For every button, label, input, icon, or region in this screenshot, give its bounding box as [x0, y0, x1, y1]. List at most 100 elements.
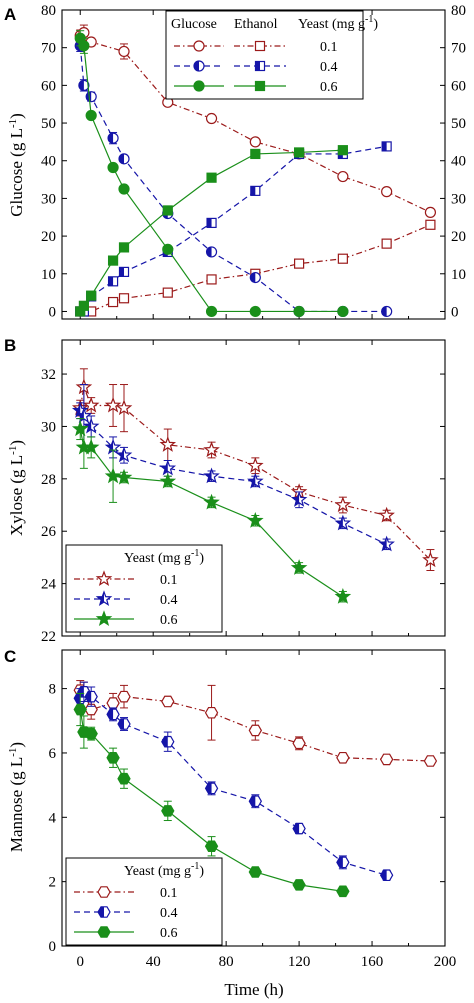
- data-point: [290, 491, 308, 507]
- data-point: [106, 697, 120, 709]
- data-point: [162, 205, 173, 216]
- series-line: [79, 37, 343, 313]
- data-point: [106, 708, 120, 721]
- data-point: [159, 472, 177, 489]
- data-point: [118, 293, 130, 304]
- y-right-tick-label: 40: [451, 154, 466, 170]
- data-point: [248, 724, 263, 737]
- data-point: [117, 690, 131, 703]
- legend-marker: [97, 926, 111, 938]
- data-point: [107, 276, 119, 287]
- legend-marker: [254, 60, 266, 72]
- data-point: [337, 145, 348, 156]
- data-point: [249, 136, 261, 148]
- data-point: [378, 535, 395, 552]
- data-point: [247, 472, 264, 489]
- data-point: [82, 417, 100, 434]
- series-mannose-0-6: [73, 692, 350, 898]
- series-xylose-0-6: [71, 418, 352, 604]
- data-point: [290, 559, 308, 575]
- panel-b-legend-box: [65, 544, 223, 633]
- data-point: [115, 446, 133, 463]
- data-point: [203, 467, 220, 484]
- data-point: [292, 822, 306, 835]
- data-point: [381, 141, 392, 152]
- panel-b-plot: [71, 368, 439, 604]
- data-point: [381, 186, 393, 198]
- data-point: [334, 514, 352, 531]
- data-point: [249, 305, 261, 318]
- legend-marker: [193, 80, 205, 92]
- y-tick-label: 24: [41, 577, 57, 593]
- series-line: [79, 410, 387, 545]
- data-point: [337, 305, 349, 318]
- legend-a-header-ethanol: Ethanol: [234, 17, 278, 32]
- legend-marker: [95, 610, 113, 627]
- panel-c-legend: Yeast (mg g-1) 0.1 0.4 0.6: [65, 857, 223, 946]
- data-point: [334, 496, 352, 513]
- data-point: [203, 441, 220, 458]
- data-point: [292, 879, 306, 891]
- data-point: [294, 258, 305, 269]
- panel-b-legend: Yeast (mg g-1) 0.1 0.4 0.6: [65, 544, 223, 633]
- data-point: [248, 866, 263, 878]
- x-tick-label: 160: [361, 954, 384, 970]
- panel-a-ticks: 0 10 20 30 40 50 60 70 80 0 10 20 30 40 50 60 70 80: [41, 3, 466, 320]
- legend-b-level-01: 0.1: [160, 573, 178, 588]
- y-tick-label: 20: [41, 229, 56, 245]
- data-point: [118, 242, 130, 253]
- data-point: [161, 735, 175, 748]
- y-tick-label: 30: [41, 419, 56, 435]
- y-tick-label: 26: [41, 524, 57, 540]
- data-point: [115, 399, 133, 416]
- y-tick-label: 22: [41, 629, 56, 645]
- legend-marker: [254, 80, 266, 92]
- panel-a-ylabel: Glucose (g L-1): [7, 113, 26, 217]
- legend-c-level-06: 0.6: [160, 926, 178, 941]
- data-point: [159, 459, 177, 476]
- data-point: [118, 153, 130, 165]
- y-right-tick-label: 10: [451, 267, 466, 283]
- data-point: [250, 185, 261, 196]
- y-right-tick-label: 80: [451, 3, 466, 19]
- data-point: [203, 493, 220, 510]
- data-point: [85, 109, 97, 122]
- panel-c-frame: [61, 649, 446, 947]
- x-axis-label: Time (h): [224, 980, 283, 999]
- data-point: [84, 727, 98, 740]
- data-point: [205, 246, 218, 258]
- data-point: [249, 271, 261, 284]
- data-point: [107, 296, 119, 308]
- data-point: [161, 805, 175, 817]
- panel-c: C 0 2 4 6 8 Mannose (g L-1) Yeast (mg g-1) 0…: [4, 647, 446, 955]
- panel-a-legend: Glucose Ethanol Yeast (mg g-1) 0.1 0.4 0…: [165, 10, 378, 100]
- data-point: [107, 161, 119, 174]
- data-point: [424, 206, 437, 218]
- y-right-tick-label: 0: [451, 304, 459, 320]
- data-point: [78, 300, 89, 311]
- data-point: [204, 782, 219, 795]
- data-point: [78, 79, 90, 91]
- legend-b-header-yeast: Yeast (mg g-1): [124, 548, 204, 566]
- legend-marker: [254, 40, 266, 52]
- data-point: [337, 253, 348, 264]
- data-point: [117, 772, 131, 785]
- data-point: [378, 506, 395, 523]
- panel-b-frame: [61, 339, 446, 637]
- data-point: [206, 217, 217, 229]
- y-tick-label: 0: [49, 939, 57, 955]
- series-glucose-0-6: [74, 30, 349, 318]
- series-xylose-0-1: [71, 368, 439, 572]
- data-point: [336, 751, 350, 764]
- data-point: [379, 753, 394, 766]
- y-tick-label: 28: [41, 472, 56, 488]
- legend-marker: [193, 40, 205, 52]
- legend-marker: [95, 570, 113, 587]
- panel-c-label: C: [4, 647, 16, 666]
- y-tick-label: 0: [49, 304, 57, 320]
- panel-b-ylabel: Xylose (g L-1): [7, 440, 26, 536]
- data-point: [334, 587, 352, 604]
- data-point: [104, 396, 122, 413]
- y-tick-label: 8: [49, 682, 57, 698]
- y-tick-label: 32: [41, 367, 56, 383]
